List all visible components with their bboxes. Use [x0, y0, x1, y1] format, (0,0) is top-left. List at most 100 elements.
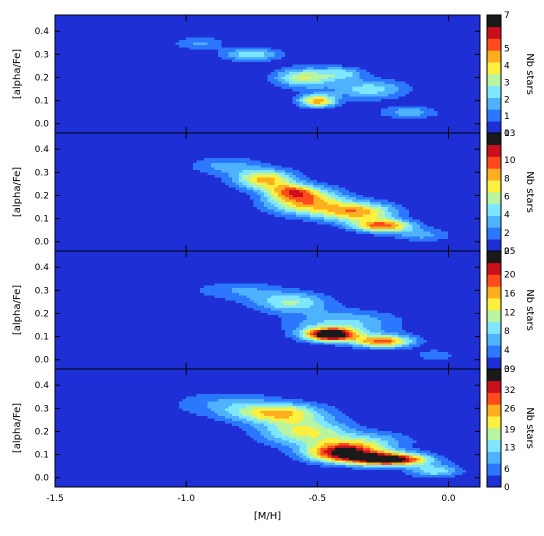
density-cell: [377, 310, 382, 313]
density-cell: [274, 76, 279, 80]
density-cell: [433, 113, 438, 117]
density-cell: [405, 98, 410, 102]
density-cell: [327, 179, 332, 183]
density-cell: [338, 228, 343, 232]
density-cell: [317, 184, 321, 188]
density-cell: [271, 314, 275, 318]
density-cell: [178, 415, 183, 419]
density-cell: [260, 184, 265, 188]
density-cell: [299, 196, 304, 200]
density-cell: [225, 182, 229, 185]
density-cell: [285, 201, 290, 205]
density-cell: [175, 39, 180, 43]
density-cell: [405, 324, 410, 328]
density-cell: [281, 425, 286, 429]
density-cell: [217, 179, 222, 183]
density-cell: [228, 287, 233, 291]
density-cell: [225, 398, 229, 402]
density-cell: [348, 300, 353, 303]
density-cell: [292, 189, 297, 193]
density-cell: [324, 324, 329, 328]
density-cell: [302, 329, 307, 333]
density-cell: [320, 428, 325, 431]
density-cell: [345, 88, 350, 92]
density-cell: [433, 233, 438, 237]
density-cell: [398, 233, 403, 237]
density-cell: [373, 196, 378, 200]
density-cell: [313, 462, 318, 466]
density-cell: [341, 76, 346, 80]
density-cell: [232, 290, 236, 294]
density-cell: [426, 228, 431, 232]
density-cell: [409, 219, 414, 222]
density-cell: [384, 113, 389, 117]
density-cell: [320, 189, 325, 193]
density-cell: [178, 39, 183, 43]
density-cell: [214, 408, 219, 412]
density-cell: [451, 228, 456, 232]
density-cell: [256, 428, 261, 431]
density-cell: [249, 160, 254, 163]
density-cell: [320, 91, 325, 94]
density-cell: [260, 157, 265, 161]
density-cell: [217, 155, 222, 158]
density-cell: [430, 233, 435, 237]
density-cell: [193, 49, 197, 53]
density-cell: [310, 189, 314, 193]
density-cell: [302, 219, 307, 222]
density-cell: [310, 61, 314, 65]
density-cell: [338, 64, 343, 67]
density-cell: [331, 182, 336, 185]
density-cell: [203, 167, 208, 171]
density-cell: [295, 184, 300, 188]
density-cell: [306, 425, 311, 429]
density-cell: [419, 221, 424, 225]
density-cell: [267, 413, 272, 417]
density-cell: [327, 86, 332, 90]
density-cell: [334, 410, 339, 414]
density-cell: [203, 403, 208, 407]
density-cell: [263, 179, 268, 183]
density-cell: [409, 344, 414, 348]
density-cell: [306, 329, 311, 333]
density-cell: [352, 428, 357, 431]
density-cell: [299, 204, 304, 208]
density-cell: [433, 354, 438, 358]
density-cell: [232, 285, 236, 289]
density-cell: [200, 160, 205, 163]
density-cell: [377, 324, 382, 328]
density-cell: [221, 398, 226, 402]
density-cell: [263, 199, 268, 203]
density-cell: [281, 418, 286, 421]
density-cell: [281, 285, 286, 289]
density-cell: [228, 282, 233, 286]
density-cell: [281, 76, 286, 80]
density-cell: [352, 423, 357, 426]
density-cell: [384, 98, 389, 102]
density-cell: [246, 152, 251, 156]
density-cell: [310, 211, 314, 215]
density-cell: [235, 415, 240, 419]
density-cell: [412, 86, 417, 90]
density-cell: [345, 413, 350, 417]
density-cell: [384, 226, 389, 230]
density-cell: [271, 201, 275, 205]
density-cell: [306, 285, 311, 289]
density-cell: [430, 231, 435, 235]
density-cell: [271, 59, 275, 63]
density-cell: [370, 86, 375, 90]
density-cell: [263, 196, 268, 200]
density-cell: [263, 408, 268, 412]
density-cell: [377, 317, 382, 321]
colorbar-swatch: [487, 286, 501, 299]
density-cell: [253, 167, 258, 171]
density-cell: [200, 413, 205, 417]
density-cell: [313, 74, 318, 77]
density-cell: [246, 305, 251, 308]
density-cell: [235, 396, 240, 399]
density-cell: [334, 403, 339, 407]
density-cell: [331, 312, 336, 316]
density-cell: [267, 83, 272, 87]
density-cell: [214, 418, 219, 421]
density-cell: [228, 403, 233, 407]
